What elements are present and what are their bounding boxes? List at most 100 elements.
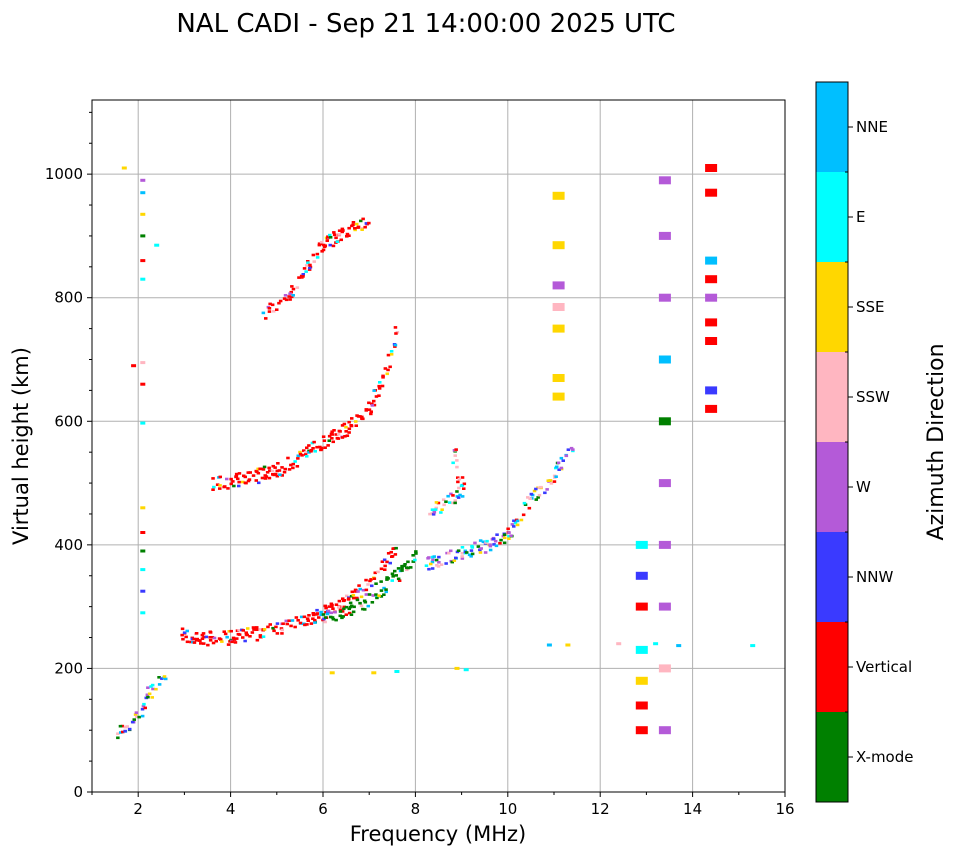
trace-interference-column-11-1-mhz	[552, 191, 565, 401]
echo-mark	[539, 485, 543, 489]
echo-mark	[164, 677, 168, 681]
echo-mark	[349, 613, 354, 616]
echo-mark	[371, 671, 377, 675]
echo-mark	[246, 627, 250, 630]
echo-mark	[137, 715, 141, 719]
echo-mark	[271, 464, 275, 468]
echo-mark	[445, 551, 449, 555]
echo-mark	[456, 476, 460, 479]
echo-mark	[204, 635, 209, 639]
echo-mark	[210, 636, 215, 639]
echo-mark	[140, 549, 146, 553]
echo-mark	[334, 618, 338, 622]
echo-mark	[458, 493, 462, 497]
echo-mark	[323, 446, 327, 449]
echo-mark	[251, 474, 256, 477]
echo-mark	[451, 501, 455, 505]
echo-mark	[287, 468, 292, 471]
echo-mark	[364, 222, 369, 225]
colorbar-swatch	[816, 712, 848, 802]
echo-mark	[389, 550, 393, 554]
echo-mark	[658, 479, 671, 488]
echo-mark	[256, 467, 260, 471]
echo-mark	[390, 555, 395, 558]
echo-mark	[194, 632, 199, 635]
echo-mark	[231, 636, 236, 640]
echo-mark	[481, 540, 486, 544]
echo-mark	[311, 613, 316, 617]
echo-mark	[133, 713, 138, 716]
echo-mark	[332, 429, 336, 432]
echo-mark	[476, 545, 481, 548]
echo-mark	[364, 593, 369, 596]
echo-mark	[414, 552, 418, 555]
echo-mark	[116, 736, 120, 740]
echo-mark	[347, 611, 352, 615]
echo-mark	[396, 567, 401, 570]
echo-mark	[373, 571, 377, 575]
echo-mark	[462, 482, 467, 486]
echo-mark	[326, 235, 330, 238]
echo-mark	[372, 389, 376, 392]
echo-mark	[557, 468, 561, 471]
plot-frame	[91, 99, 786, 793]
echo-mark	[258, 628, 262, 631]
echo-mark	[433, 508, 438, 511]
echo-mark	[200, 633, 205, 637]
echo-mark	[140, 568, 146, 572]
echo-mark	[347, 431, 351, 434]
x-axis-label: Frequency (MHz)	[350, 822, 526, 846]
echo-mark	[364, 409, 368, 412]
echo-mark	[302, 267, 307, 270]
echo-mark	[235, 637, 239, 640]
echo-mark	[532, 489, 537, 493]
colorbar-label: Vertical	[856, 658, 912, 676]
echo-mark	[218, 475, 222, 479]
echo-mark	[552, 281, 565, 290]
echo-mark	[250, 631, 255, 634]
echo-mark	[313, 450, 317, 453]
echo-mark	[382, 593, 386, 596]
echo-mark	[705, 164, 718, 172]
echo-mark	[150, 696, 154, 699]
echo-mark	[345, 232, 350, 236]
echo-mark	[305, 446, 309, 450]
echo-mark	[189, 640, 193, 644]
echo-mark	[301, 275, 305, 278]
echo-mark	[131, 364, 137, 368]
echo-mark	[289, 624, 293, 628]
echo-mark	[232, 484, 236, 488]
echo-mark	[140, 421, 146, 425]
echo-mark	[350, 604, 354, 608]
echo-mark	[391, 547, 395, 550]
echo-mark	[337, 233, 342, 236]
echo-mark	[241, 480, 245, 484]
trace-scattered-high-points	[121, 166, 160, 615]
echo-mark	[145, 693, 150, 697]
echo-mark	[120, 724, 125, 728]
echo-mark	[267, 466, 271, 470]
echo-mark	[304, 270, 308, 273]
echo-mark	[308, 266, 312, 270]
azimuth-colorbar: X-mode Vertical NNW W SSW SSE E NNE	[815, 81, 913, 803]
echo-mark	[268, 302, 272, 306]
echo-mark	[352, 605, 356, 609]
echo-mark	[374, 593, 378, 596]
colorbar-swatch	[816, 82, 848, 172]
echo-mark	[244, 633, 249, 636]
echo-mark	[394, 332, 398, 335]
echo-mark	[313, 621, 317, 624]
echo-mark	[293, 625, 297, 629]
echo-mark	[315, 256, 320, 259]
echo-mark	[344, 613, 348, 616]
echo-mark	[321, 435, 326, 438]
echo-mark	[676, 644, 682, 648]
echo-mark	[527, 506, 532, 510]
echo-mark	[338, 608, 343, 612]
echo-mark	[369, 410, 373, 413]
echo-mark	[473, 541, 477, 545]
echo-mark	[552, 480, 557, 483]
echo-mark	[346, 598, 351, 601]
x-tick-label: 16	[775, 800, 794, 818]
